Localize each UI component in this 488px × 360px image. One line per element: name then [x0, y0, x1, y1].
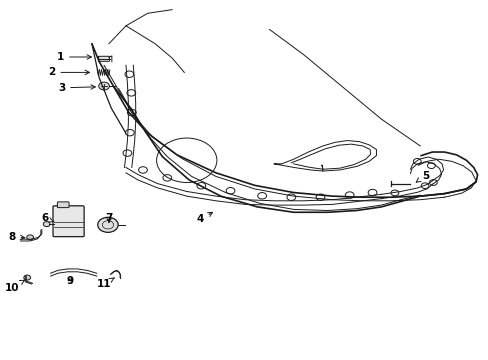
Text: 3: 3	[58, 83, 95, 93]
Circle shape	[27, 235, 34, 240]
FancyBboxPatch shape	[57, 202, 69, 208]
Text: 6: 6	[41, 213, 54, 223]
Text: 5: 5	[415, 171, 428, 182]
Text: 1: 1	[57, 52, 91, 62]
Circle shape	[24, 275, 31, 280]
FancyBboxPatch shape	[53, 206, 84, 237]
Circle shape	[98, 217, 118, 232]
Text: 7: 7	[105, 213, 113, 223]
Text: 10: 10	[4, 280, 24, 293]
Circle shape	[43, 222, 50, 226]
Text: 4: 4	[196, 212, 212, 224]
Text: 2: 2	[48, 67, 89, 77]
FancyBboxPatch shape	[99, 56, 109, 61]
Circle shape	[99, 82, 109, 90]
Text: 8: 8	[8, 232, 25, 242]
Text: 11: 11	[97, 278, 114, 289]
Text: 9: 9	[67, 276, 74, 286]
